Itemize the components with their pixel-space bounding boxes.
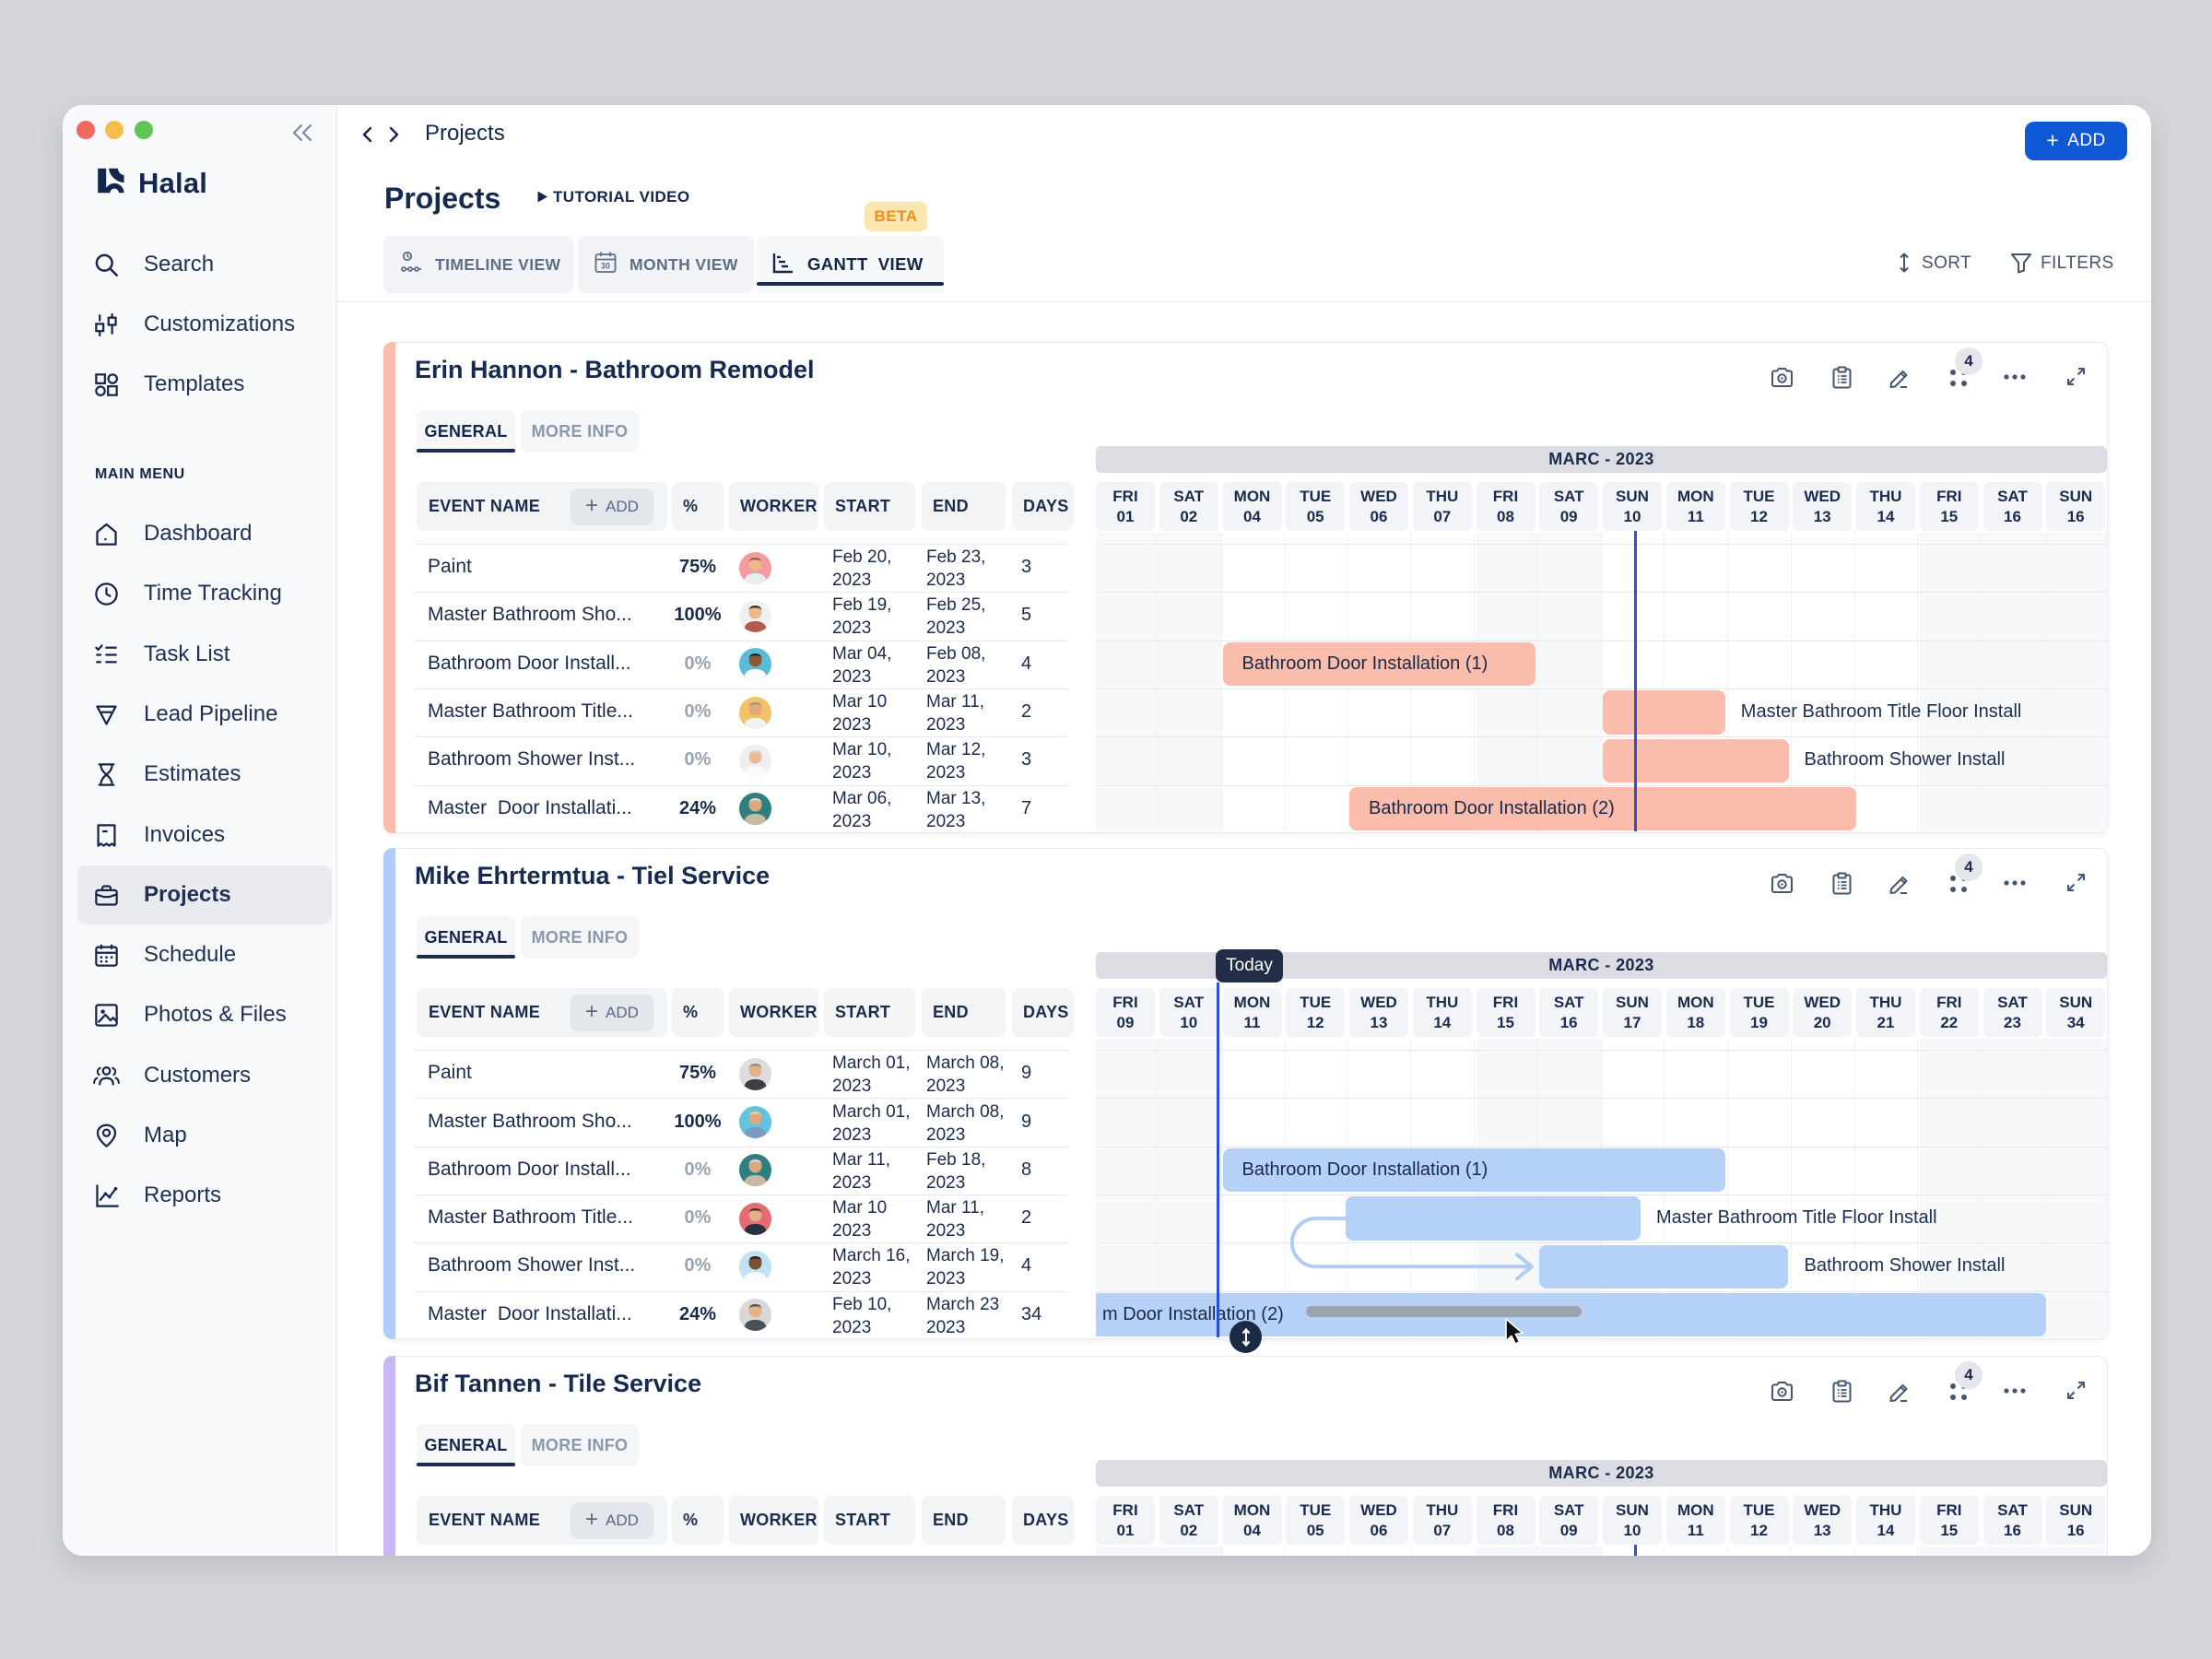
svg-text:30: 30 (601, 261, 610, 270)
